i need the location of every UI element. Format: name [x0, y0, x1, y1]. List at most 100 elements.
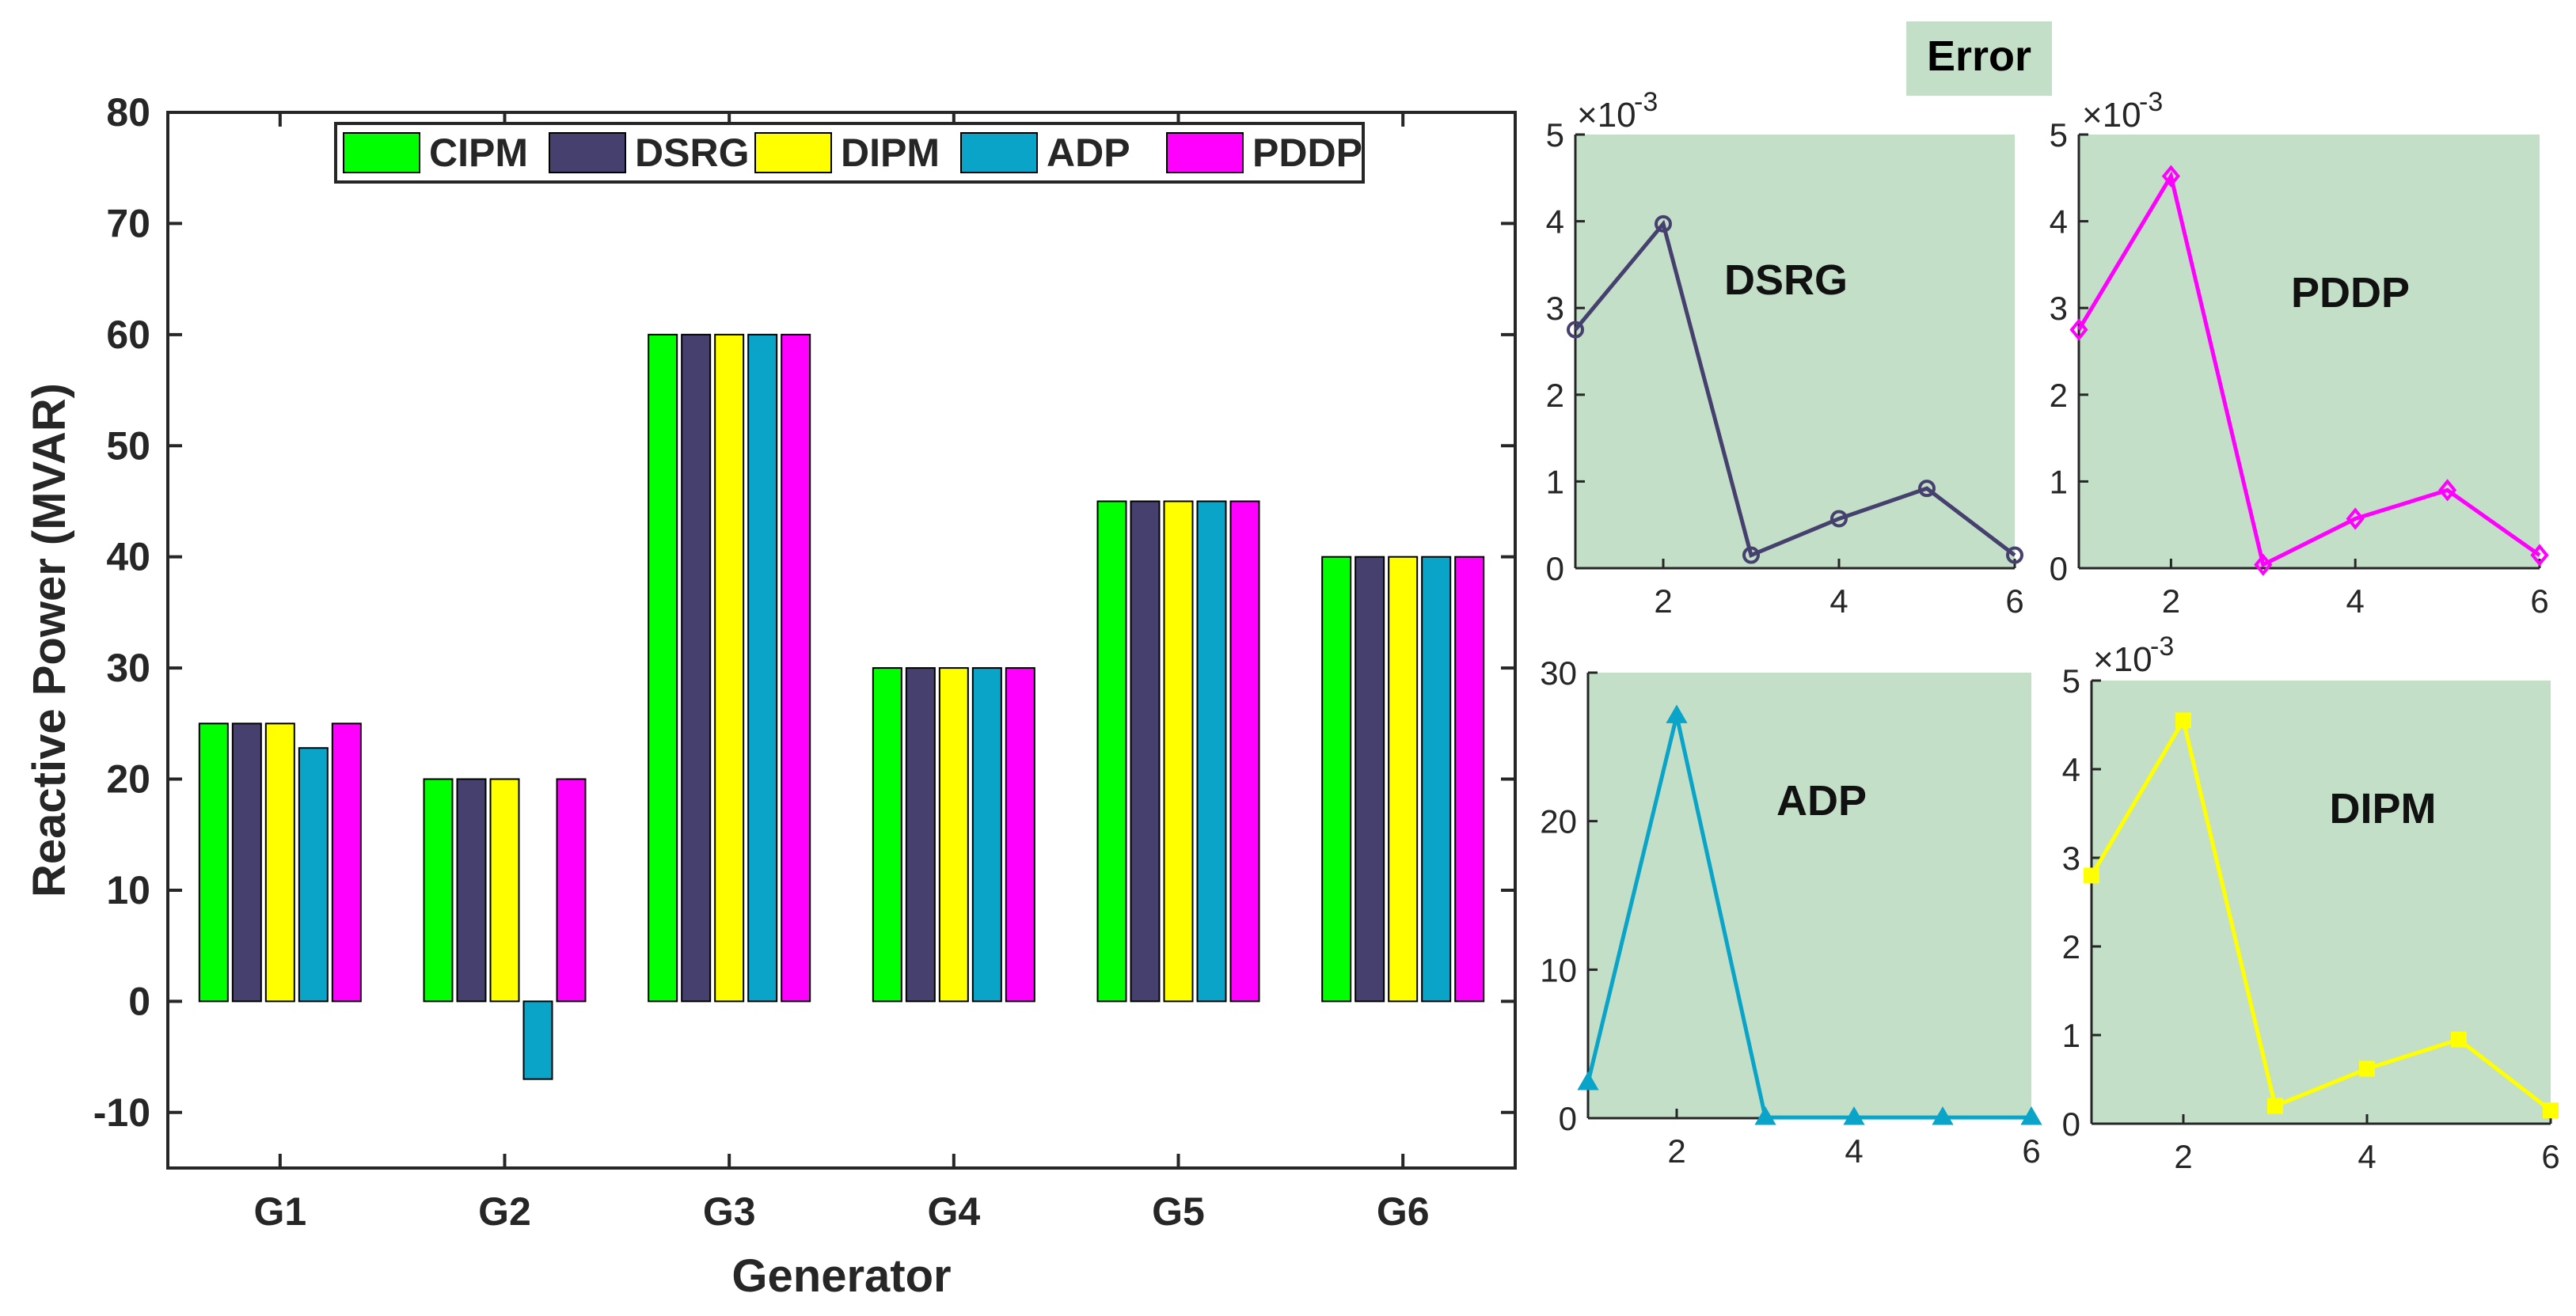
data-point — [2020, 1106, 2042, 1125]
y-tick-label: 70 — [106, 201, 150, 245]
bar — [556, 778, 587, 1003]
subplot-y-tick-label: 4 — [2050, 203, 2068, 241]
bar — [1388, 556, 1419, 1003]
subplot-x-tick-label: 6 — [2541, 1138, 2559, 1175]
subplot-y-tick-label: 0 — [1546, 550, 1564, 587]
series-line — [1586, 715, 2031, 1120]
bar — [264, 722, 295, 1003]
data-point — [1577, 1071, 1599, 1090]
y-tick-label: 20 — [106, 757, 150, 802]
bar — [1354, 556, 1385, 1003]
y-tick-label: 60 — [106, 313, 150, 357]
bar — [522, 1000, 553, 1080]
subplot-y-tick-label: 3 — [2050, 290, 2068, 327]
error-label: Error — [1927, 32, 2031, 80]
data-point — [2543, 1102, 2559, 1119]
subplot-title: ADP — [1776, 777, 1867, 825]
subplot-y-tick-label: 0 — [2050, 550, 2068, 587]
subplot-dsrg: 0 1 2 3 4 5 2 4 6 ×10-3 DSRG — [1546, 87, 2024, 620]
y-tick-label: -10 — [93, 1090, 150, 1135]
data-point — [2006, 546, 2023, 564]
subplot-y-tick-label: 5 — [1546, 116, 1564, 154]
subplot-exponent-multiplier: ×10 — [2093, 640, 2152, 679]
data-point — [1567, 320, 1584, 339]
data-point — [2161, 165, 2180, 188]
y-tick-label: 80 — [106, 90, 150, 135]
y-tick-label: 50 — [106, 423, 150, 468]
data-point — [2175, 712, 2191, 729]
subplot-x-tick-label: 4 — [2358, 1138, 2376, 1175]
subplot-y-tick-label: 10 — [1540, 951, 1577, 988]
bar — [1229, 500, 1260, 1003]
subplot-y-tick-label: 3 — [2062, 840, 2080, 877]
legend-label: DSRG — [635, 131, 749, 175]
subplot-y-tick-label: 2 — [2050, 377, 2068, 414]
bar — [231, 722, 262, 1003]
subplot-y-tick-label: 5 — [2050, 116, 2068, 154]
subplot-y-tick-label: 2 — [2062, 928, 2080, 965]
subplot-y-tick-label: 2 — [1546, 377, 1564, 414]
y-tick-label: 10 — [106, 868, 150, 912]
legend-label: DIPM — [841, 131, 940, 175]
error-badge-bg — [1906, 21, 2052, 96]
series-line — [1574, 219, 2016, 559]
x-tick-label: G5 — [1152, 1189, 1205, 1234]
subplot-y-tick-label: 1 — [2050, 463, 2068, 500]
subplot-y-tick-label: 4 — [1546, 203, 1564, 241]
bar — [681, 333, 712, 1003]
series-line — [2076, 171, 2541, 568]
subplot-y-tick-label: 30 — [1540, 654, 1577, 692]
data-point — [2254, 553, 2273, 576]
bar — [1421, 556, 1452, 1003]
data-point — [1830, 510, 1848, 528]
subplot-exponent-multiplier: ×10 — [1577, 96, 1636, 135]
subplot-x-tick-label: 2 — [1667, 1132, 1685, 1170]
subplot-bg — [1575, 135, 2015, 568]
y-axis-label: Reactive Power (MVAR) — [24, 383, 75, 897]
data-point — [1843, 1106, 1865, 1125]
data-point — [1655, 214, 1672, 233]
bar — [1321, 556, 1352, 1003]
subplot-x-tick-label: 6 — [2022, 1132, 2040, 1170]
data-point — [2438, 479, 2457, 502]
bar — [905, 667, 936, 1003]
x-axis-label: Generator — [731, 1250, 951, 1302]
bar — [747, 333, 778, 1003]
x-tick-label: G4 — [927, 1189, 980, 1234]
subplot-y-tick-label: 20 — [1540, 803, 1577, 840]
subplot-title: PDDP — [2291, 269, 2410, 317]
bar — [781, 333, 811, 1003]
bar — [198, 722, 229, 1003]
bar — [489, 778, 520, 1003]
bar — [1196, 500, 1227, 1003]
data-point — [1918, 480, 1936, 498]
legend: CIPM DSRG DIPM ADP PDDP — [334, 122, 1365, 184]
data-point — [1754, 1106, 1776, 1125]
data-point — [2359, 1060, 2375, 1077]
data-point — [1932, 1106, 1954, 1125]
legend-label: ADP — [1047, 131, 1130, 175]
subplot-y-tick-label: 0 — [2062, 1106, 2080, 1143]
legend-label: PDDP — [1252, 131, 1362, 175]
subplot-x-tick-label: 4 — [1845, 1132, 1863, 1170]
subplot-exponent-power: -3 — [2139, 87, 2163, 117]
data-point — [2346, 507, 2365, 530]
subplot-title: DIPM — [2330, 785, 2437, 832]
data-point — [2530, 544, 2549, 567]
bar — [714, 333, 745, 1003]
bar — [423, 778, 454, 1003]
bar — [1005, 667, 1035, 1003]
y-tick-label: 40 — [106, 535, 150, 579]
subplot-y-tick-label: 3 — [1546, 290, 1564, 327]
legend-swatch — [1166, 132, 1244, 173]
y-tick-label: 30 — [106, 646, 150, 690]
x-tick-label: G1 — [253, 1189, 306, 1234]
x-tick-label: G6 — [1377, 1189, 1430, 1234]
subplot-x-tick-label: 6 — [2005, 582, 2023, 620]
subplot-title: DSRG — [1724, 256, 1848, 304]
legend-label: CIPM — [429, 131, 528, 175]
data-point — [2069, 318, 2088, 341]
bar — [1163, 500, 1194, 1003]
subplot-adp: 0 10 20 30 2 4 6 ADP — [1540, 654, 2042, 1170]
